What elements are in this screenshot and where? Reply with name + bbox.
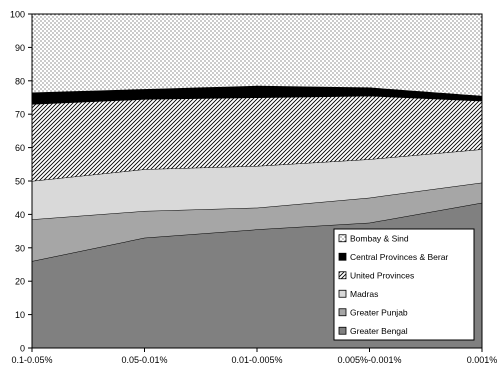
y-tick-label: 50 [15, 177, 25, 187]
y-tick-label: 60 [15, 143, 25, 153]
legend-label-madras: Madras [350, 289, 378, 299]
y-tick-label: 10 [15, 310, 25, 320]
area-central-provinces-berar [32, 85, 482, 105]
legend: Bombay & Sind Central Provinces & Berar Un… [333, 228, 475, 341]
legend-box [333, 228, 475, 341]
x-tick-label: 0.05-0.01% [121, 355, 167, 365]
legend-label-united-provinces: United Provinces [350, 270, 414, 280]
x-tick-label: 0.001% [467, 355, 497, 365]
legend-swatch-bombay-sind [338, 234, 347, 243]
y-tick-label: 30 [15, 243, 25, 253]
area-madras [32, 149, 482, 220]
y-tick-label: 20 [15, 277, 25, 287]
area-united-provinces [32, 95, 482, 181]
legend-swatch-greater-punjab [338, 308, 347, 317]
x-tick-label: 0.005%-0.001% [337, 355, 401, 365]
y-tick-label: 90 [15, 43, 25, 53]
y-tick-label: 80 [15, 76, 25, 86]
y-tick-label: 70 [15, 110, 25, 120]
area-bombay-sind [32, 14, 482, 96]
legend-label-central-provinces-berar: Central Provinces & Berar [350, 252, 448, 262]
legend-swatch-united-provinces [338, 271, 347, 280]
x-axis: 0.1-0.05% 0.05-0.01% 0.01-0.005% 0.005%-0.0… [11, 348, 497, 365]
legend-label-greater-bengal: Greater Bengal [350, 326, 408, 336]
y-tick-label: 40 [15, 210, 25, 220]
legend-swatch-madras [338, 289, 347, 298]
legend-swatch-central-provinces-berar [338, 252, 347, 261]
x-tick-label: 0.01-0.005% [231, 355, 282, 365]
y-tick-label: 0 [20, 344, 25, 354]
x-tick-label: 0.1-0.05% [11, 355, 52, 365]
area-greater-punjab [32, 182, 482, 262]
legend-label-bombay-sind: Bombay & Sind [350, 233, 409, 243]
legend-label-greater-punjab: Greater Punjab [350, 307, 408, 317]
y-axis: 0 10 20 30 40 50 60 70 80 90 100 [10, 10, 32, 354]
legend-swatch-greater-bengal [338, 326, 347, 335]
y-tick-label: 100 [10, 10, 25, 20]
